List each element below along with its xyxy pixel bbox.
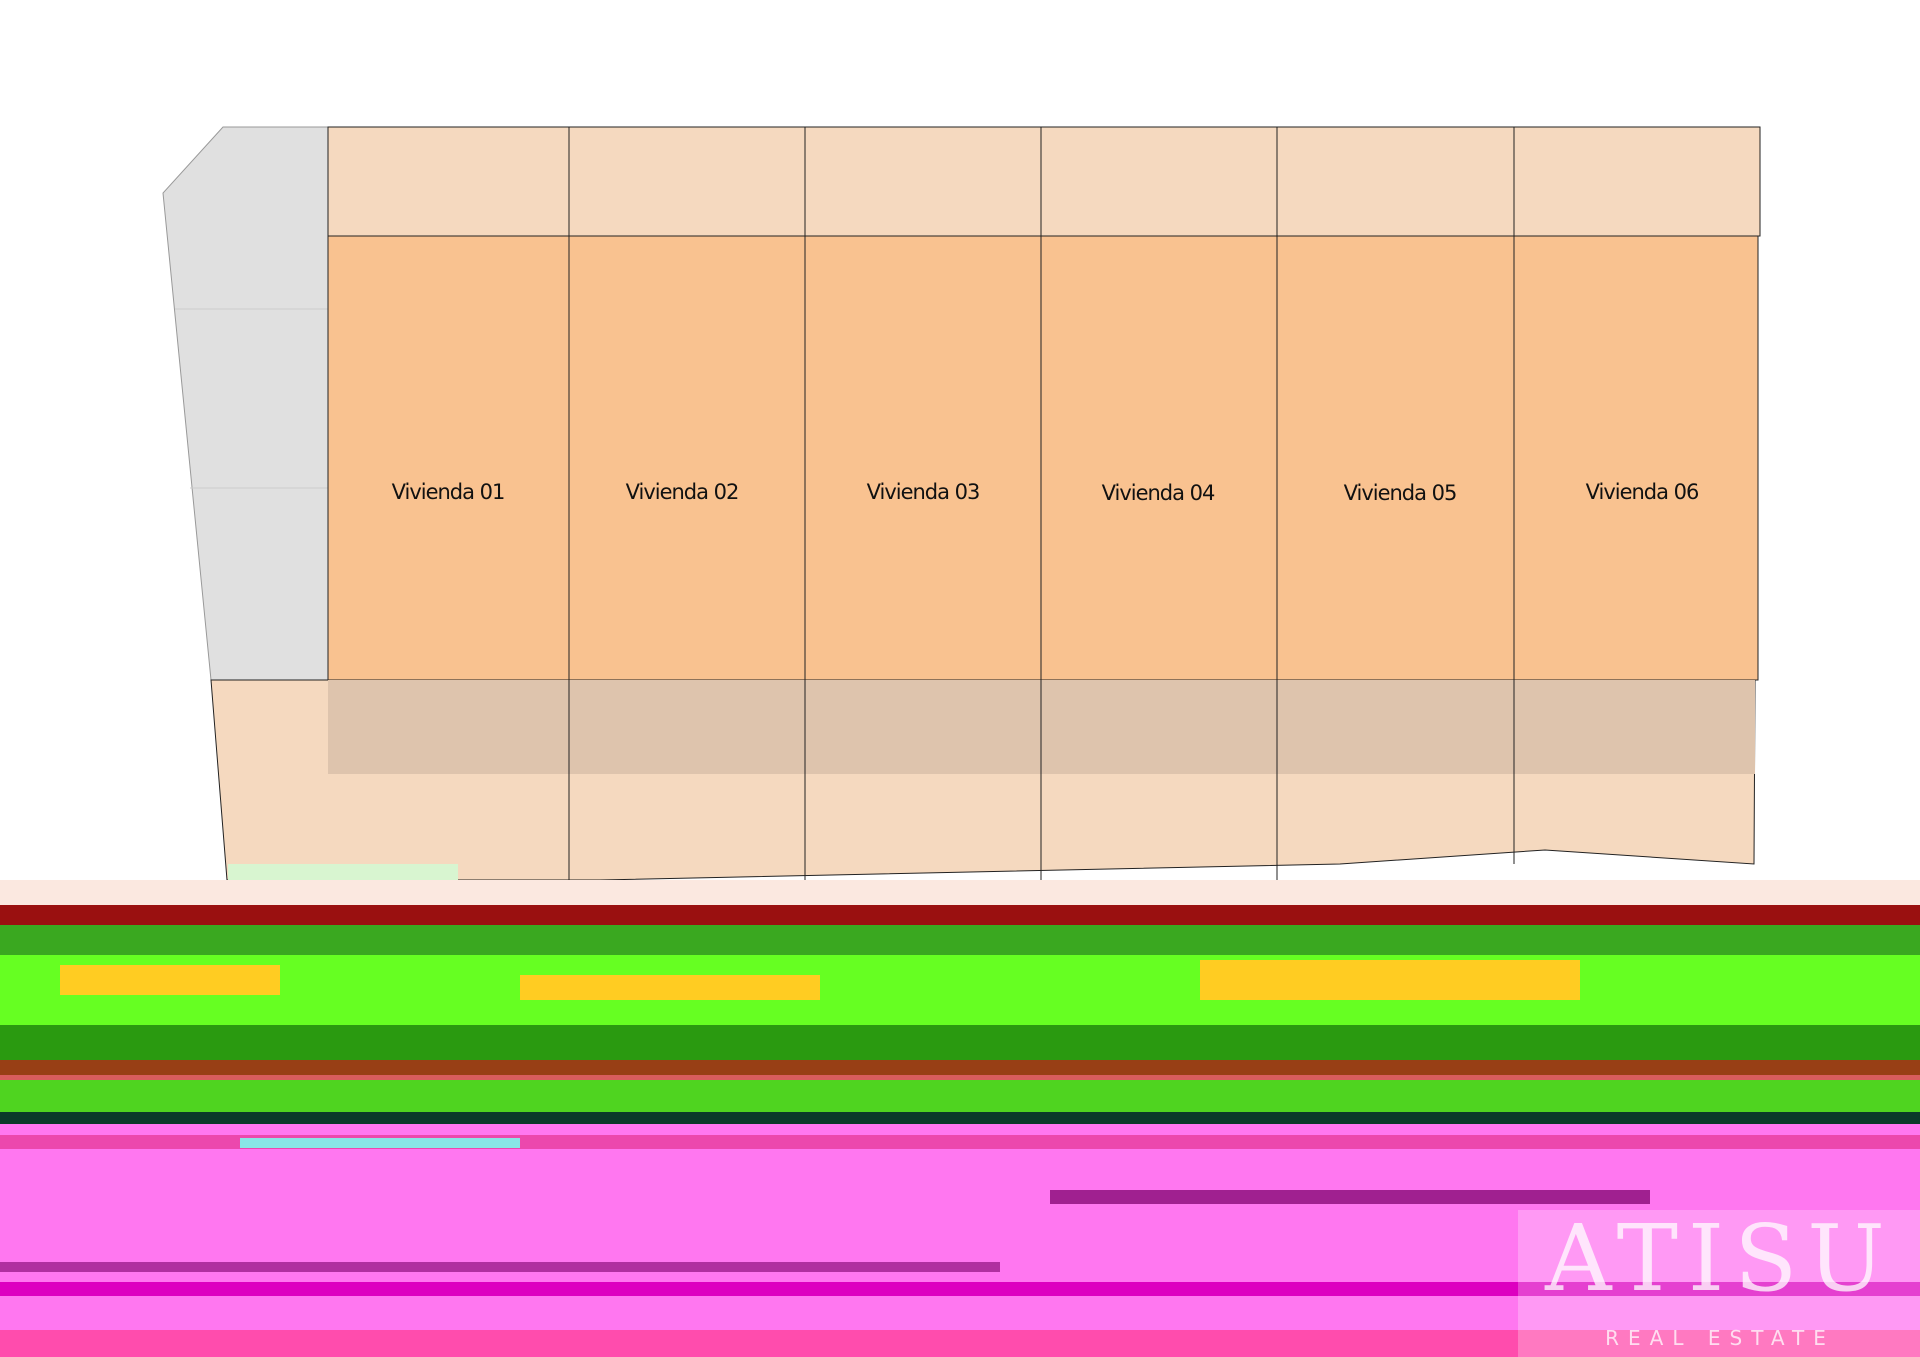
side-strip	[162, 126, 329, 681]
unit-label: Vivienda 04	[1102, 481, 1215, 505]
unit-label: Vivienda 05	[1344, 481, 1457, 505]
unit-label: Vivienda 02	[626, 480, 739, 504]
watermark-bg	[1518, 1210, 1920, 1357]
green-area	[228, 864, 458, 884]
unit-label: Vivienda 06	[1586, 480, 1699, 504]
houses	[327, 235, 1759, 681]
glitch-area	[0, 880, 1920, 1357]
front-yard	[327, 126, 1761, 237]
column-lines	[568, 127, 1515, 880]
watermark-brand: ATISU	[1544, 1205, 1895, 1312]
watermark-tagline: REAL ESTATE	[1605, 1326, 1835, 1350]
unit-label: Vivienda 01	[392, 480, 505, 504]
unit-label: Vivienda 03	[867, 480, 980, 504]
